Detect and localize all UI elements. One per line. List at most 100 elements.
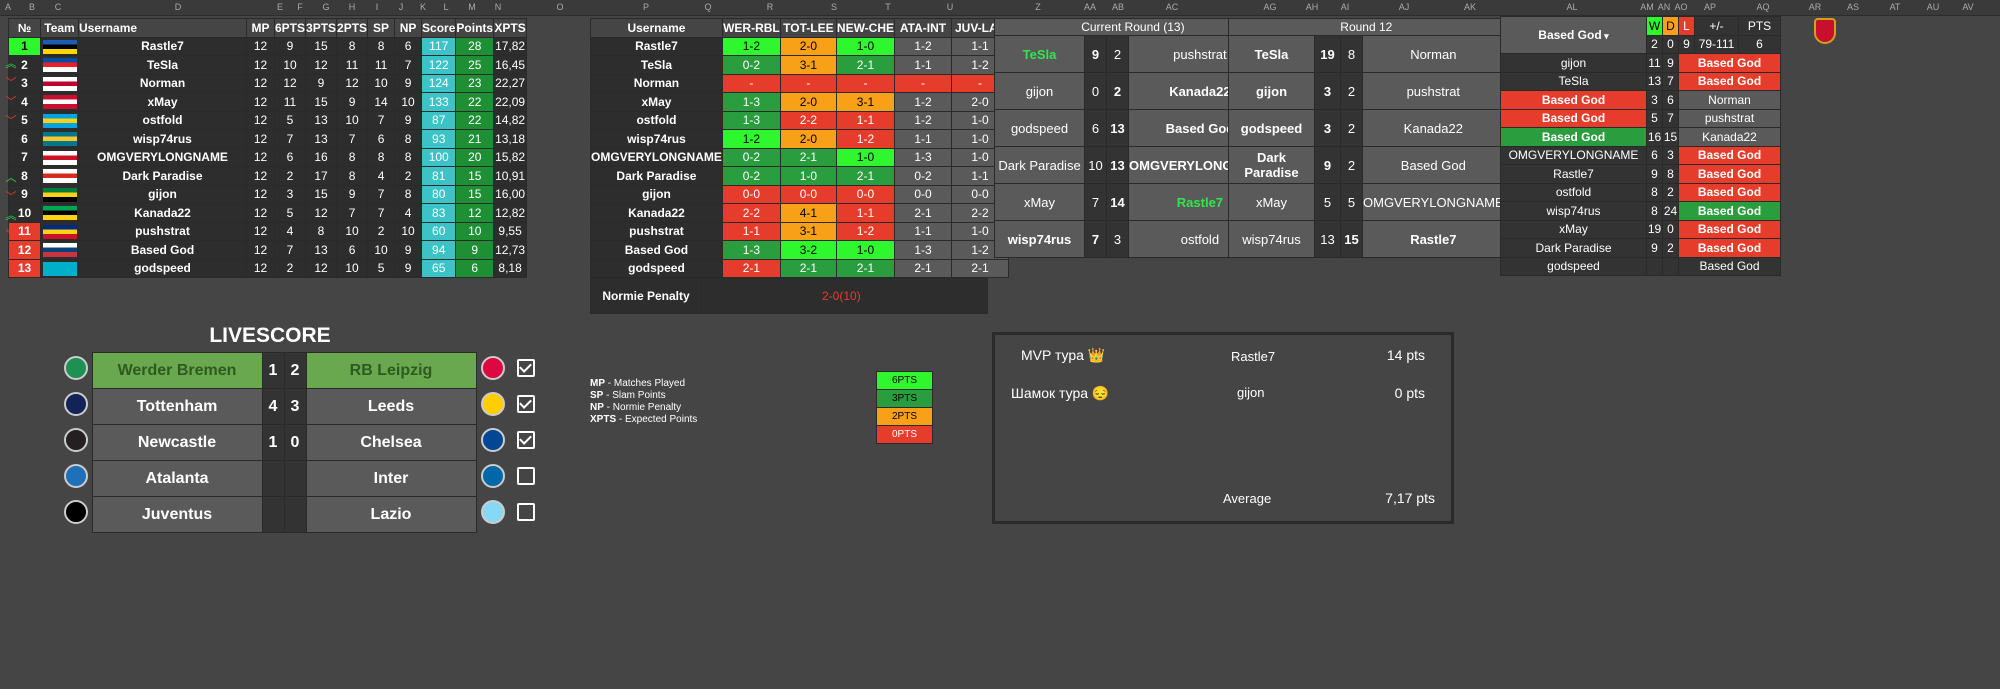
column-letter[interactable]: I [375, 2, 379, 12]
column-letter[interactable]: R [766, 2, 774, 12]
standings-header-cell[interactable]: 2PTS [336, 18, 369, 38]
column-letter[interactable]: AR [1808, 2, 1822, 12]
column-letter[interactable]: D [174, 2, 182, 12]
standings-header-cell[interactable]: SP [367, 18, 396, 38]
home-player[interactable]: xMay [1228, 183, 1315, 221]
predictions-user-cell[interactable]: OMGVERYLONGNAME [590, 147, 723, 167]
finished-checkbox[interactable] [517, 503, 535, 521]
column-letter[interactable]: AH [1305, 2, 1319, 12]
standings-header-cell[interactable]: 6PTS [273, 18, 307, 38]
standings-header-cell[interactable]: NP [394, 18, 423, 38]
predictions-user-cell[interactable]: godspeed [590, 258, 723, 278]
away-player[interactable]: Kanada22 [1362, 109, 1505, 147]
column-letter[interactable]: AO [1674, 2, 1688, 12]
h2h-opponent[interactable]: godspeed [1500, 256, 1647, 276]
h2h-opponent[interactable]: Based God [1500, 108, 1647, 128]
column-letter[interactable]: AQ [1756, 2, 1770, 12]
h2h-opponent[interactable]: ostfold [1500, 182, 1647, 202]
h2h-opponent[interactable]: TeSla [1500, 71, 1647, 91]
column-letter[interactable]: Z [1035, 2, 1041, 12]
column-letter[interactable]: E [276, 2, 284, 12]
column-letter[interactable]: N [494, 2, 502, 12]
username-cell[interactable]: Rastle7 [78, 36, 247, 56]
predictions-user-cell[interactable]: Norman [590, 73, 723, 93]
home-player[interactable]: wisp74rus [994, 220, 1085, 258]
h2h-opponent[interactable]: Based God [1500, 90, 1647, 110]
standings-header-cell[interactable]: XPTS [493, 18, 528, 38]
predictions-user-cell[interactable]: ostfold [590, 110, 723, 130]
column-letter[interactable]: AC [1165, 2, 1179, 12]
column-letter[interactable]: AT [1889, 2, 1901, 12]
column-letter[interactable]: AA [1083, 2, 1097, 12]
home-player[interactable]: gijon [994, 72, 1085, 110]
h2h-player-select[interactable]: Based God ▾ [1500, 16, 1647, 54]
predictions-header-cell[interactable]: ATA-INT [894, 18, 952, 38]
round-title[interactable]: Round 12 [1228, 18, 1505, 36]
away-player[interactable]: Rastle7 [1362, 220, 1505, 258]
predictions-user-cell[interactable]: Based God [590, 240, 723, 260]
username-cell[interactable]: TeSla [78, 55, 247, 75]
predictions-header-cell[interactable]: WER-RBL [721, 18, 781, 38]
home-player[interactable]: wisp74rus [1228, 220, 1315, 258]
column-letter[interactable]: AN [1657, 2, 1671, 12]
predictions-user-cell[interactable]: gijon [590, 184, 723, 204]
column-letter[interactable]: M [468, 2, 476, 12]
column-letter[interactable]: AK [1463, 2, 1477, 12]
home-player[interactable]: TeSla [994, 35, 1085, 73]
away-player[interactable]: Based God [1362, 146, 1505, 184]
column-letter[interactable]: P [642, 2, 650, 12]
column-letter[interactable]: AP [1703, 2, 1717, 12]
column-letter[interactable]: K [419, 2, 427, 12]
predictions-user-cell[interactable]: xMay [590, 92, 723, 112]
standings-header-cell[interactable]: Points [455, 18, 495, 38]
column-letter[interactable]: AM [1640, 2, 1654, 12]
column-letter[interactable]: Q [704, 2, 712, 12]
username-cell[interactable]: Kanada22 [78, 203, 247, 223]
h2h-opponent[interactable]: xMay [1500, 219, 1647, 239]
username-cell[interactable]: Dark Paradise [78, 166, 247, 186]
standings-header-cell[interactable]: 3PTS [305, 18, 338, 38]
standings-header-cell[interactable]: Team [40, 18, 79, 38]
predictions-user-cell[interactable]: TeSla [590, 55, 723, 75]
username-cell[interactable]: pushstrat [78, 221, 247, 241]
standings-header-cell[interactable]: Score [421, 18, 457, 38]
home-player[interactable]: godspeed [994, 109, 1085, 147]
predictions-user-cell[interactable]: Dark Paradise [590, 166, 723, 186]
username-cell[interactable]: Norman [78, 73, 247, 93]
column-letter[interactable]: F [297, 2, 303, 12]
username-cell[interactable]: gijon [78, 184, 247, 204]
username-cell[interactable]: Based God [78, 240, 247, 260]
predictions-user-cell[interactable]: wisp74rus [590, 129, 723, 149]
column-letter[interactable]: AG [1263, 2, 1277, 12]
column-letter[interactable]: L [443, 2, 449, 12]
predictions-header-cell[interactable]: TOT-LEE [779, 18, 837, 38]
column-letter[interactable]: H [348, 2, 356, 12]
finished-checkbox[interactable] [517, 467, 535, 485]
home-player[interactable]: Dark Paradise [1228, 146, 1315, 184]
finished-checkbox[interactable] [517, 359, 535, 377]
h2h-opponent[interactable]: Based God [1500, 127, 1647, 147]
column-letter[interactable]: AI [1340, 2, 1350, 12]
username-cell[interactable]: OMGVERYLONGNAME [78, 147, 247, 167]
h2h-opponent[interactable]: Dark Paradise [1500, 238, 1647, 258]
away-player[interactable]: Norman [1362, 35, 1505, 73]
round-title[interactable]: Current Round (13) [994, 18, 1272, 36]
finished-checkbox[interactable] [517, 395, 535, 413]
predictions-user-cell[interactable]: Kanada22 [590, 203, 723, 223]
column-letter[interactable]: O [556, 2, 564, 12]
column-letter[interactable]: AV [1962, 2, 1974, 12]
finished-checkbox[interactable] [517, 431, 535, 449]
home-player[interactable]: godspeed [1228, 109, 1315, 147]
column-letter[interactable]: C [54, 2, 62, 12]
username-cell[interactable]: xMay [78, 92, 247, 112]
column-letter[interactable]: AU [1926, 2, 1940, 12]
column-letter[interactable]: B [28, 2, 36, 12]
predictions-header-cell[interactable]: Username [590, 18, 723, 38]
column-letter[interactable]: AB [1111, 2, 1125, 12]
column-letter[interactable]: AJ [1398, 2, 1410, 12]
username-cell[interactable]: godspeed [78, 258, 247, 278]
column-letter[interactable]: T [885, 2, 891, 12]
h2h-opponent[interactable]: wisp74rus [1500, 201, 1647, 221]
predictions-user-cell[interactable]: pushstrat [590, 221, 723, 241]
home-player[interactable]: gijon [1228, 72, 1315, 110]
